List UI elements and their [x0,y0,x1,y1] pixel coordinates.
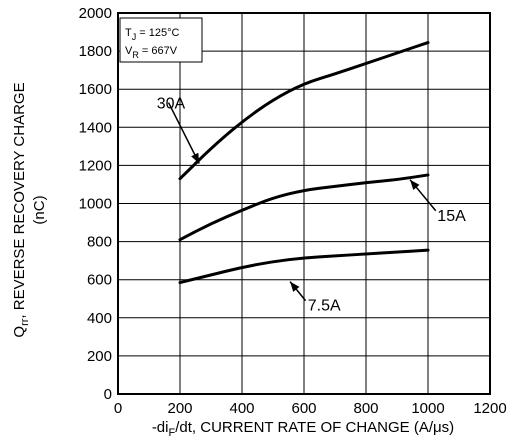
tick-labels: 0 200 400 600 800 1000 1200 0 200 400 600 800 1000 12… [79,5,507,417]
y-tick-label-1000: 1000 [79,196,112,213]
x-tick-label-200: 200 [167,400,192,417]
annotation-label-15A: 15A [437,208,466,225]
series-line-7_5A [178,248,430,285]
y-tick-label-800: 800 [87,234,112,251]
y-tick-label-1600: 1600 [79,81,112,98]
svg-text:TJ = 125°C: TJ = 125°C [125,27,180,42]
y-axis-label: Qrr, REVERSE RECOVERY CHARGE [11,82,31,337]
annotation-label-30A: 30A [157,96,186,113]
x-axis-label: -diF/dt, CURRENT RATE OF CHANGE (A/μs) [152,419,454,439]
series-lines [178,41,430,285]
y-axis-unit: (nC) [31,195,48,224]
x-tick-label-400: 400 [229,400,254,417]
x-axis-symbol: -di [152,419,169,436]
x-tick-label-600: 600 [291,400,316,417]
y-axis-subscript: rr [19,318,31,326]
annotation-arrowhead-7_5A [290,281,300,292]
vr-subscript: R [132,50,139,60]
tj-subscript: J [132,32,137,42]
y-tick-label-400: 400 [87,310,112,327]
x-axis-title: /dt, CURRENT RATE OF CHANGE (A/μs) [175,419,454,436]
y-tick-label-0: 0 [104,386,112,403]
y-tick-label-200: 200 [87,348,112,365]
annotation-leader-30A [167,102,200,164]
vr-value: = 667V [139,45,178,57]
tj-symbol: T [125,27,132,39]
y-tick-label-2000: 2000 [79,5,112,22]
x-tick-label-1000: 1000 [411,400,444,417]
y-tick-label-1800: 1800 [79,43,112,60]
y-axis-title: , REVERSE RECOVERY CHARGE [11,82,28,318]
tj-value: = 125°C [136,27,179,39]
annotation-arrowhead-15A [410,179,420,190]
series-line-15A [178,173,430,242]
annotation-arrowhead-30A [191,152,200,164]
x-tick-label-800: 800 [353,400,378,417]
x-tick-label-1200: 1200 [473,400,506,417]
grid [118,13,490,394]
conditions-box: TJ = 125°C VR = 667V [119,17,203,63]
annotation-label-7_5A: 7.5A [308,297,341,314]
vr-symbol: V [125,45,133,57]
x-tick-label-0: 0 [114,400,122,417]
y-tick-label-600: 600 [87,272,112,289]
svg-text:VR = 667V: VR = 667V [125,45,178,60]
series-line-30A [178,41,430,181]
y-tick-label-1200: 1200 [79,157,112,174]
annotations: 30A 15A 7.5A [157,96,466,315]
y-tick-label-1400: 1400 [79,119,112,136]
plot-frame [117,12,491,395]
x-axis-subscript: F [168,427,175,439]
y-axis-symbol: Q [11,326,28,338]
